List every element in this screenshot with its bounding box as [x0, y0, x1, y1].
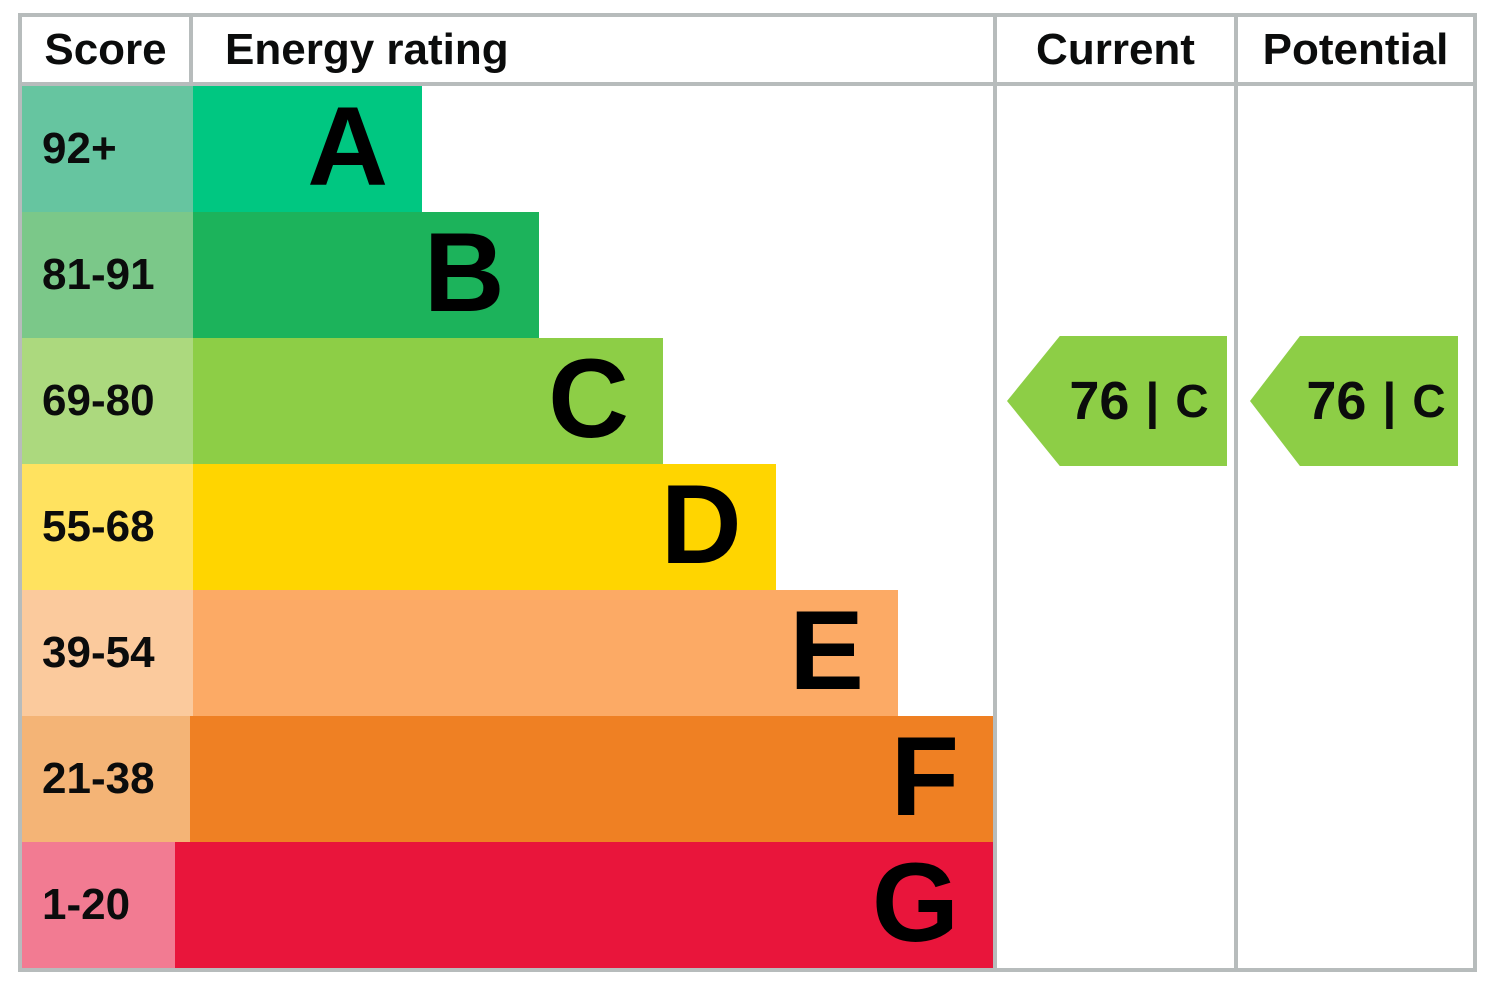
score-range: 69-80	[22, 338, 193, 464]
potential-column-divider	[1234, 17, 1238, 968]
rating-bar: C	[193, 338, 663, 464]
score-range: 21-38	[22, 716, 191, 842]
potential-column-header: Potential	[1262, 24, 1449, 74]
band-letter: A	[307, 84, 389, 209]
band-letter: C	[548, 336, 629, 461]
energy-rating-column-header: Energy rating	[225, 24, 509, 74]
rating-bar: A	[193, 84, 423, 212]
score-range: 55-68	[22, 464, 193, 590]
rating-bar: E	[193, 590, 898, 716]
current-column-divider	[993, 17, 997, 968]
band-letter: D	[660, 462, 742, 587]
band-letter: E	[789, 588, 864, 713]
potential-rating-band: C	[1412, 375, 1446, 427]
band-row-e: 39-54 E	[22, 590, 993, 716]
potential-rating-arrow: 76 | C	[1250, 336, 1458, 466]
current-rating-value: 76	[1069, 371, 1130, 431]
band-row-c: 69-80 C	[22, 338, 993, 464]
score-column-header: Score	[22, 17, 193, 82]
potential-rating-value: 76	[1306, 371, 1367, 431]
rating-bar: G	[174, 840, 993, 968]
current-rating-band: C	[1175, 375, 1209, 427]
band-row-f: 21-38 F	[22, 716, 993, 842]
current-rating-arrow: 76 | C	[1007, 336, 1227, 466]
rating-separator: |	[1145, 373, 1160, 429]
rating-bar: B	[193, 212, 539, 338]
epc-rating-table: Score Energy rating Current Potential 92…	[18, 13, 1477, 972]
score-range: 92+	[22, 86, 193, 212]
score-range: 39-54	[22, 590, 193, 716]
header-divider	[22, 82, 1473, 86]
band-letter: B	[423, 210, 505, 335]
band-row-g: 1-20 G	[22, 842, 993, 968]
band-letter: G	[871, 840, 959, 965]
band-rows: 92+ A 81-91 B 69-80 C 55-68 D 39-54 E 21…	[22, 86, 993, 968]
band-row-d: 55-68 D	[22, 464, 993, 590]
rating-bar: F	[190, 716, 993, 842]
band-row-a: 92+ A	[22, 86, 993, 212]
score-range: 1-20	[22, 842, 175, 968]
band-letter: F	[890, 714, 959, 839]
score-range: 81-91	[22, 212, 193, 338]
current-column-header: Current	[1036, 24, 1195, 74]
rating-bar: D	[193, 464, 776, 590]
band-row-b: 81-91 B	[22, 212, 993, 338]
rating-separator: |	[1382, 373, 1397, 429]
